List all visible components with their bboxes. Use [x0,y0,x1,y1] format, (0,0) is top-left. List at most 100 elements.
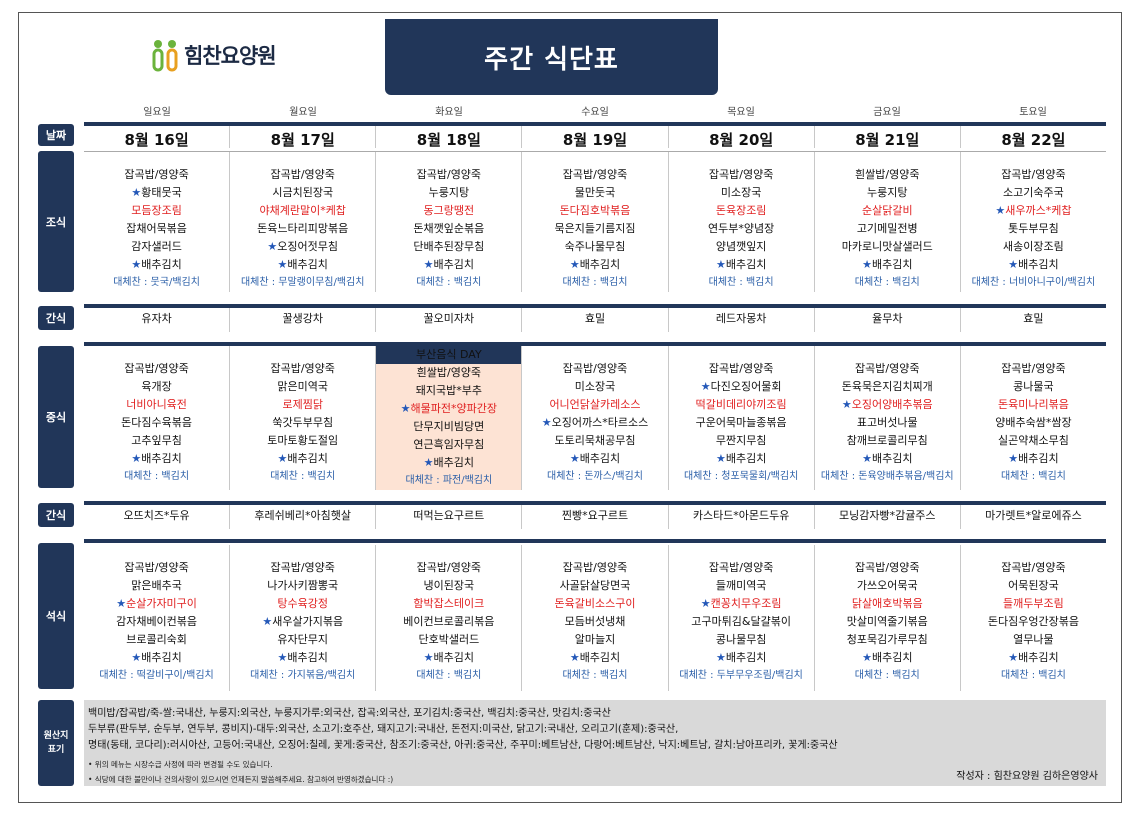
substitute-note: 대체찬 : 백김치 [270,471,336,482]
menu-item: 돈육미나리볶음 [997,398,1069,411]
star-icon: ★ [862,651,872,664]
lunch-cell: 잡곡밥/영양죽 미소장국 어니언닭살카레소스 ★오징어까스*타르소스 도토리묵채공무침 ★… [522,346,669,490]
menu-item: 미소장국 [574,380,616,393]
menu-item: 양념깻잎지 [715,240,767,253]
menu-item: 돈다짐수육볶음 [121,416,192,429]
substitute-note: 대체찬 : 백김치 [416,670,482,681]
star-icon: ★ [700,597,711,610]
menu-item-text: 배추김치 [579,258,621,271]
menu-item: 양배추숙쌈*쌈장 [995,416,1072,429]
substitute-note: 대체찬 : 돈까스/백김치 [547,471,643,482]
menu-item: 고기메밀전병 [856,222,918,235]
menu-item-text: 배추김치 [287,452,328,465]
menu-item: ★배추김치 [84,256,229,274]
origin-line-3: 명태(동태, 코다리):러시아산, 고등어:국내산, 오징어:칠레, 꽃게:중국… [88,740,838,751]
breakfast-cell: 잡곡밥/영양죽 시금치된장국 야채계란말이*케찹 돈육느타리피망볶음 ★오징어젓무침 ★배… [230,152,377,292]
lunch-cell: 잡곡밥/영양죽 맑은미역국 로제찜닭 쑥갓두부무침 토마토황도절임 ★배추김치 대체찬 : … [230,346,377,490]
weekday-label: 화요일 [435,107,463,118]
dinner-cell: 잡곡밥/영양죽 냉이된장국 함박잡스테이크 베이컨브로콜리볶음 단호박샐러드 ★배추김치 대… [376,545,523,691]
menu-item: ★배추김치 [815,256,960,274]
menu-item: 소고기숙주국 [1003,186,1064,199]
menu-item-text: 배추김치 [871,452,913,465]
substitute-note: 대체찬 : 백김치 [708,277,774,288]
breakfast-cell: 잡곡밥/영양죽 소고기숙주국 ★새우까스*케찹 톳두부무침 새송이장조림 ★배추김치 대체찬… [961,152,1106,292]
menu-item-text: 배추김치 [433,456,475,469]
menu-item-text: 배추김치 [433,651,475,664]
label-lunch: 중식 [38,346,74,488]
date-cell: 8월 17일 [230,126,377,149]
menu-item: 모듬버섯냉채 [564,615,626,628]
star-icon: ★ [423,258,434,271]
snack2-cell: 찐빵*요구르트 [522,505,669,529]
menu-item: 물만둣국 [574,186,616,199]
star-icon: ★ [277,651,288,664]
menu-item-text: 배추김치 [1018,258,1059,271]
menu-item: 잡곡밥/영양죽 [124,168,189,181]
menu-item: 잡곡밥/영양죽 [562,561,628,574]
divider [84,122,1106,126]
menu-item: 숙주나물무침 [564,240,626,253]
substitute-note: 대체찬 : 뭇국/백김치 [113,277,200,288]
menu-item: 구운어묵마늘종볶음 [695,416,787,429]
menu-item: 콩나물무침 [715,633,767,646]
menu-item: 잡곡밥/영양죽 [708,561,774,574]
menu-item: 청포묵김가루무침 [846,633,928,646]
label-dinner: 석식 [38,543,74,689]
menu-item: ★배추김치 [230,649,375,667]
date-cell: 8월 19일 [522,126,669,149]
menu-item: 잡곡밥/영양죽 [1001,561,1066,574]
substitute-note: 대체찬 : 돈육양배추볶음/백김치 [820,471,954,482]
menu-item: 돈육장조림 [715,204,767,217]
star-icon: ★ [841,398,852,411]
lunch-cell: 잡곡밥/영양죽 육개장 너비아니육전 돈다짐수육볶음 고추잎무침 ★배추김치 대체찬 : 백… [84,346,231,490]
weekday-label: 일요일 [143,107,171,118]
substitute-note: 대체찬 : 너비아니구이/백김치 [971,277,1096,288]
menu-item: 단배추된장무침 [413,240,485,253]
menu-frame [18,12,1122,803]
menu-item: 돈육갈비소스구이 [554,597,636,610]
menu-item: 무짠지무침 [715,434,767,447]
menu-item: 탕수육강정 [277,597,329,610]
menu-item: 동그랑땡전 [423,204,475,217]
menu-item: ★배추김치 [669,256,814,274]
menu-item: 쑥갓두부무침 [272,416,334,429]
menu-item: 로제찜닭 [282,398,323,411]
substitute-note: 대체찬 : 백김치 [854,670,920,681]
lunch-cell: 부산음식 DAY 흰쌀밥/영양죽 돼지국밥*부추 ★해물파전*양파간장 단무지비빔당면 연… [376,346,523,490]
star-icon: ★ [423,651,434,664]
origin-box: 백미밥/잡곡밥/죽-쌀:국내산, 누룽지:외국산, 누룽지가루:외국산, 잡곡:… [84,700,1106,786]
menu-item: ★오징어까스*타르소스 [522,414,667,432]
dinner-cell: 잡곡밥/영양죽 나가사키짬뽕국 탕수육강정 ★새우살가지볶음 유자단무지 ★배추김치 대체찬… [230,545,377,691]
menu-item: 잡곡밥/영양죽 [270,168,335,181]
star-icon: ★ [715,651,726,664]
menu-item: ★배추김치 [376,649,521,667]
menu-item: 잡곡밥/영양죽 [124,561,189,574]
date-cell: 8월 22일 [1001,131,1066,149]
menu-item-text: 캔꽁치무우조림 [710,597,782,610]
star-icon: ★ [116,597,127,610]
snack1-cell: 효밀 [1023,312,1044,325]
logo: 힘찬요양원 [150,38,277,72]
menu-item-text: 배추김치 [1018,651,1059,664]
menu-item: 잡곡밥/영양죽 [1001,362,1066,375]
menu-item: 맑은미역국 [277,380,329,393]
menu-item: 묵은지들기름지짐 [554,222,636,235]
menu-item-text: 순살가자미구이 [126,597,197,610]
menu-item: 돈육느타리피망볶음 [257,222,349,235]
menu-item: 시금치된장국 [272,186,334,199]
divider [84,304,1106,308]
menu-item: 누룽지탕 [867,186,908,199]
menu-item: ★새우살가지볶음 [230,613,375,631]
dinner-row: 잡곡밥/영양죽 맑은배추국 ★순살가자미구이 감자채베이컨볶음 브로콜리숙회 ★배추김치 대… [84,545,1106,691]
dinner-cell: 잡곡밥/영양죽 들깨미역국 ★캔꽁치무우조림 고구마튀김&달걀볶이 콩나물무침 ★배추김치… [669,545,815,691]
menu-item: ★배추김치 [669,450,814,468]
menu-item-text: 배추김치 [141,452,182,465]
star-icon: ★ [131,258,142,271]
star-icon: ★ [569,452,580,465]
label-origin: 원산지 표기 [38,700,74,786]
star-icon: ★ [262,615,273,628]
menu-item: 함박잡스테이크 [413,597,485,610]
star-icon: ★ [267,240,278,253]
menu-item: 고구마튀김&달걀볶이 [691,615,791,628]
origin-line-1: 백미밥/잡곡밥/죽-쌀:국내산, 누룽지:외국산, 누룽지가루:외국산, 잡곡:… [88,708,611,719]
